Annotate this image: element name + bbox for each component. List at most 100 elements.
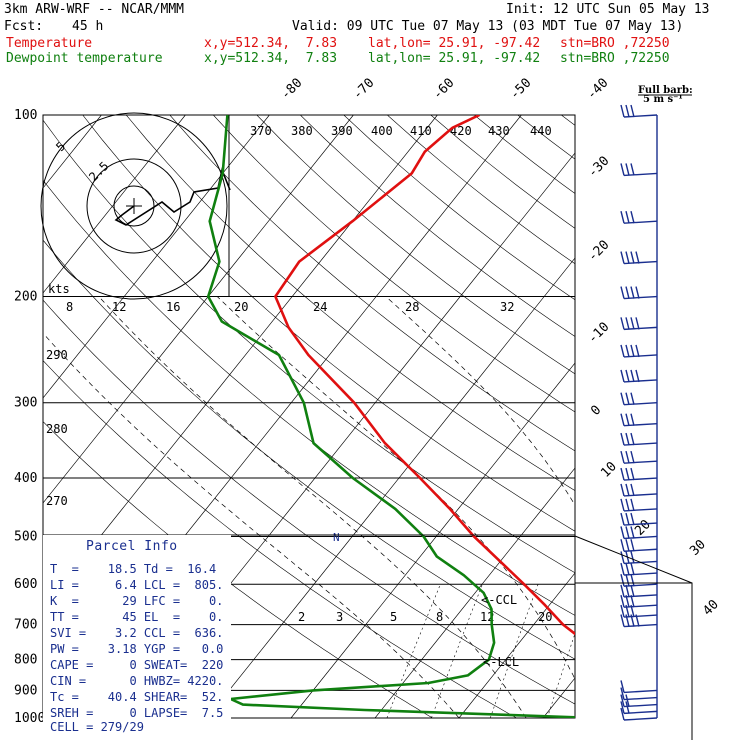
- dry-adiabat: [43, 360, 518, 718]
- barb-flag: [625, 251, 630, 264]
- hodograph-ring: [113, 185, 155, 227]
- wind-barb: [620, 539, 658, 552]
- barb-flag: [630, 512, 635, 526]
- wind-barb: [620, 498, 658, 512]
- wind-barb: [620, 251, 658, 265]
- barb-flag: [630, 562, 635, 576]
- temperature-legend-label: Temperature: [6, 36, 93, 51]
- barb-flag: [625, 574, 630, 587]
- barb-flag: [630, 584, 635, 598]
- pressure-tick-label: 500: [14, 529, 37, 544]
- theta-label: 280: [46, 422, 68, 436]
- valid-time: Valid: 09 UTC Tue 07 May 13 (03 MDT Tue …: [292, 19, 684, 34]
- parcel-info-title: Parcel Info: [86, 539, 178, 554]
- dry-adiabat: [300, 115, 575, 337]
- dewpoint-xy: x,y=512.34, 7.83: [204, 51, 338, 66]
- barb-flag: [620, 467, 625, 481]
- barb-flag: [630, 498, 635, 512]
- isotherm-tick-label: 30: [687, 537, 709, 559]
- isotherm-line: [290, 362, 575, 718]
- wind-barb: [620, 286, 658, 300]
- moist-adiabat: [216, 296, 575, 680]
- dry-adiabat: [43, 179, 575, 616]
- barb-flag: [620, 680, 625, 693]
- barb-flag: [635, 344, 640, 358]
- barb-flag: [620, 450, 625, 464]
- isotherm-tick-label: 20: [632, 517, 654, 539]
- dry-adiabat: [169, 115, 575, 452]
- wind-barb: [620, 467, 658, 481]
- dry-adiabat: [256, 115, 575, 375]
- barb-staff: [623, 696, 658, 701]
- barb-flag: [620, 104, 625, 118]
- isotherm-line: [542, 677, 575, 718]
- isotherm-tick-label: -10: [585, 320, 612, 347]
- parcel-row-cape: CAPE = 0 SWEAT= 220: [50, 658, 224, 672]
- isotherm-line: [374, 467, 575, 718]
- dry-adiabat: [387, 115, 575, 265]
- barb-flag: [620, 707, 625, 721]
- theta-label: 290: [46, 348, 68, 362]
- theta-label: 400: [371, 124, 393, 138]
- parcel-row-cin: CIN = 0 HWBZ= 4220.: [50, 674, 224, 688]
- temperature-latlon: lat,lon= 25.91, -97.42: [368, 36, 541, 51]
- barb-flag: [620, 317, 625, 330]
- wind-barb: [620, 344, 658, 358]
- wind-barb: [620, 317, 658, 331]
- speed-tick-label: 32: [500, 300, 514, 314]
- barb-flag: [620, 687, 625, 700]
- theta-label: 390: [331, 124, 353, 138]
- hodograph-ring: [40, 112, 228, 300]
- isotherm-line: [711, 115, 740, 718]
- barb-flag: [625, 413, 630, 426]
- barb-flag: [620, 344, 625, 358]
- barb-flag: [630, 551, 635, 564]
- wind-barb: [620, 595, 658, 608]
- speed-tick-label: 8: [66, 300, 73, 314]
- barb-flag: [620, 604, 625, 618]
- wind-barb: [620, 432, 658, 446]
- barb-flag: [625, 467, 630, 481]
- theta-label: 370: [250, 124, 272, 138]
- barb-flag: [620, 562, 625, 576]
- barb-flag: [620, 163, 625, 176]
- wind-barb: [620, 163, 658, 177]
- parcel-info-box: Parcel Info T = 18.5 Td = 16.4 LI = 6.4 …: [44, 537, 230, 734]
- barb-flag: [630, 392, 635, 405]
- theta-label: 410: [410, 124, 432, 138]
- dry-adiabat: [213, 115, 575, 413]
- barb-flag: [630, 163, 635, 176]
- barb-flag: [630, 317, 635, 330]
- isotherm-line: [458, 572, 575, 718]
- sounding-series: [206, 115, 575, 718]
- barb-flag: [625, 450, 630, 464]
- barb-flag: [625, 369, 630, 383]
- isotherm-line: [43, 115, 438, 609]
- speed-tick-label: 24: [313, 300, 327, 314]
- parcel-row-li: LI = 6.4 LCL = 805.: [50, 578, 224, 592]
- barb-flag: [630, 574, 635, 587]
- barb-staff: [623, 717, 658, 721]
- barb-flag: [620, 392, 625, 405]
- theta-label: 440: [530, 124, 552, 138]
- n-marker: N: [333, 531, 340, 544]
- pressure-tick-label: 100: [14, 108, 37, 123]
- parcel-row-sreh: SREH = 0 LAPSE= 7.5: [50, 706, 224, 720]
- mixing-ratio-label: 20: [538, 610, 552, 624]
- parcel-row-pw: PW = 3.18 YGP = 0.0: [50, 642, 224, 656]
- barb-flag: [630, 450, 635, 464]
- pressure-tick-label: 200: [14, 290, 37, 305]
- parcel-row-tc: Tc = 40.4 SHEAR= 52.: [50, 690, 224, 704]
- parcel-row-tt: TT = 45 EL = 0.: [50, 610, 224, 624]
- pressure-tick-label: 600: [14, 577, 37, 592]
- barb-flag: [625, 584, 630, 598]
- barb-flag: [625, 104, 630, 118]
- mixing-ratio-line: [599, 584, 641, 718]
- barb-flag: [620, 286, 625, 299]
- isotherm-tick-label: 40: [700, 597, 722, 619]
- parcel-panel-frame: [43, 534, 693, 740]
- wind-barb: [620, 392, 658, 406]
- barb-flag: [625, 512, 630, 526]
